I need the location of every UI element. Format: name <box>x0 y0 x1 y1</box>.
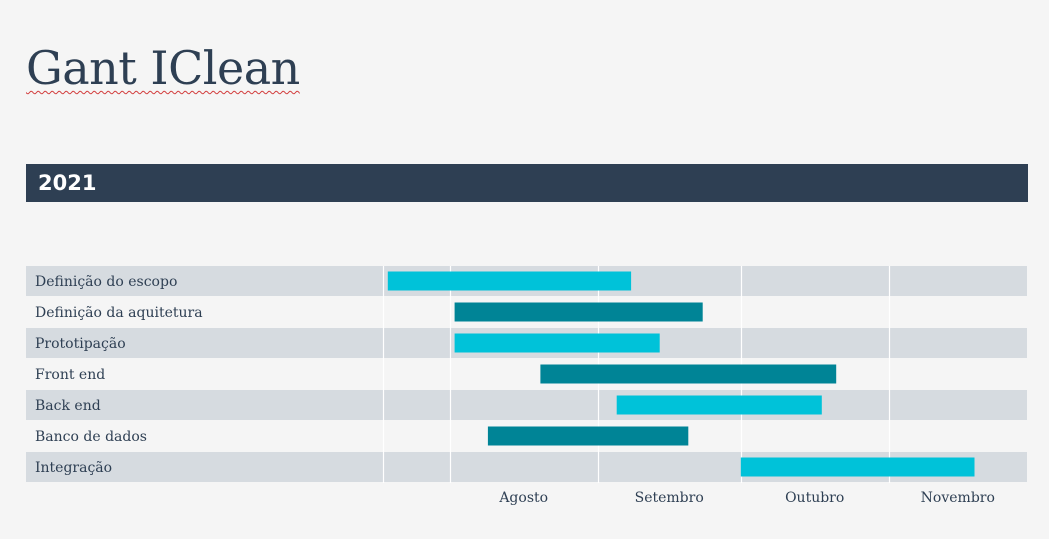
month-tick-label: Outubro <box>785 490 844 506</box>
month-tick-labels: Agosto Setembro Outubro Novembro <box>498 490 995 506</box>
task-bar <box>540 364 837 384</box>
month-tick-label: Setembro <box>635 490 704 506</box>
year-header: 2021 <box>26 164 1028 202</box>
chart-title: Gant IClean <box>26 41 300 95</box>
task-bars <box>387 271 975 477</box>
year-label: 2021 <box>38 171 97 195</box>
month-tick-label: Agosto <box>498 490 548 506</box>
task-bar <box>487 426 689 446</box>
task-label: Front end <box>35 367 105 383</box>
task-bar <box>740 457 975 477</box>
row-background <box>26 390 1027 420</box>
task-labels: Definição do escopo Definição da aquitetu… <box>35 274 203 476</box>
task-label: Definição do escopo <box>35 274 177 290</box>
task-label: Prototipação <box>35 336 126 352</box>
task-label: Definição da aquitetura <box>35 305 203 321</box>
task-bar <box>454 302 703 322</box>
task-bar <box>616 395 822 415</box>
task-bar <box>387 271 632 291</box>
row-backgrounds <box>26 266 1027 482</box>
month-tick-label: Novembro <box>921 490 995 506</box>
task-bar <box>454 333 660 353</box>
task-label: Back end <box>35 398 101 414</box>
task-label: Integração <box>35 460 112 476</box>
task-label: Banco de dados <box>35 429 147 445</box>
